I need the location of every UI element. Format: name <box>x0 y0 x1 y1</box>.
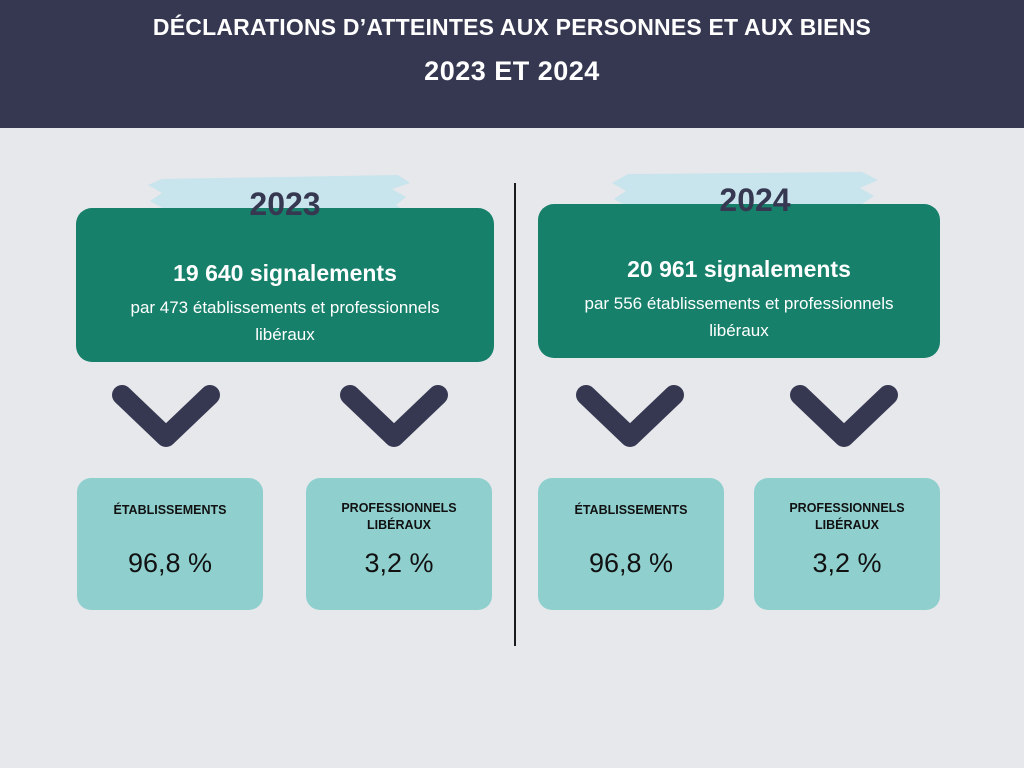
chevron-down-icon <box>112 385 220 447</box>
year-label: 2023 <box>249 186 321 222</box>
signalements-detail: par 556 établissements et professionnels… <box>584 294 894 340</box>
stat-card-professionnels: PROFESSIONNELS LIBÉRAUX 3,2 % <box>306 478 492 610</box>
stat-label: PROFESSIONNELS LIBÉRAUX <box>789 501 905 532</box>
summary-card-2024: 20 961 signalements par 556 établissemen… <box>538 204 940 358</box>
header-banner: DÉCLARATIONS D’ATTEINTES AUX PERSONNES E… <box>0 0 1024 128</box>
summary-card-2023: 19 640 signalements par 473 établissemen… <box>76 208 494 362</box>
stat-label: PROFESSIONNELS LIBÉRAUX <box>341 501 457 532</box>
page-title: DÉCLARATIONS D’ATTEINTES AUX PERSONNES E… <box>152 14 872 40</box>
signalements-count: 19 640 signalements <box>173 260 397 286</box>
year-label: 2024 <box>719 182 791 218</box>
stat-value: 96,8 % <box>127 548 213 578</box>
chevron-down-icon <box>340 385 448 447</box>
stat-card-professionnels: PROFESSIONNELS LIBÉRAUX 3,2 % <box>754 478 940 610</box>
signalements-detail: par 473 établissements et professionnels… <box>130 298 440 344</box>
page-subtitle: 2023 ET 2024 <box>424 56 600 86</box>
chevron-down-icon <box>790 385 898 447</box>
chevron-down-icon <box>576 385 684 447</box>
stat-value: 3,2 % <box>364 548 434 578</box>
stat-card-etablissements: ÉTABLISSEMENTS 96,8 % <box>77 478 263 610</box>
signalements-count: 20 961 signalements <box>627 256 851 282</box>
stat-value: 3,2 % <box>812 548 882 578</box>
stat-card-etablissements: ÉTABLISSEMENTS 96,8 % <box>538 478 724 610</box>
column-divider <box>514 183 516 646</box>
stat-value: 96,8 % <box>588 548 674 578</box>
stat-label: ÉTABLISSEMENTS <box>574 503 688 517</box>
stat-label: ÉTABLISSEMENTS <box>113 503 227 517</box>
